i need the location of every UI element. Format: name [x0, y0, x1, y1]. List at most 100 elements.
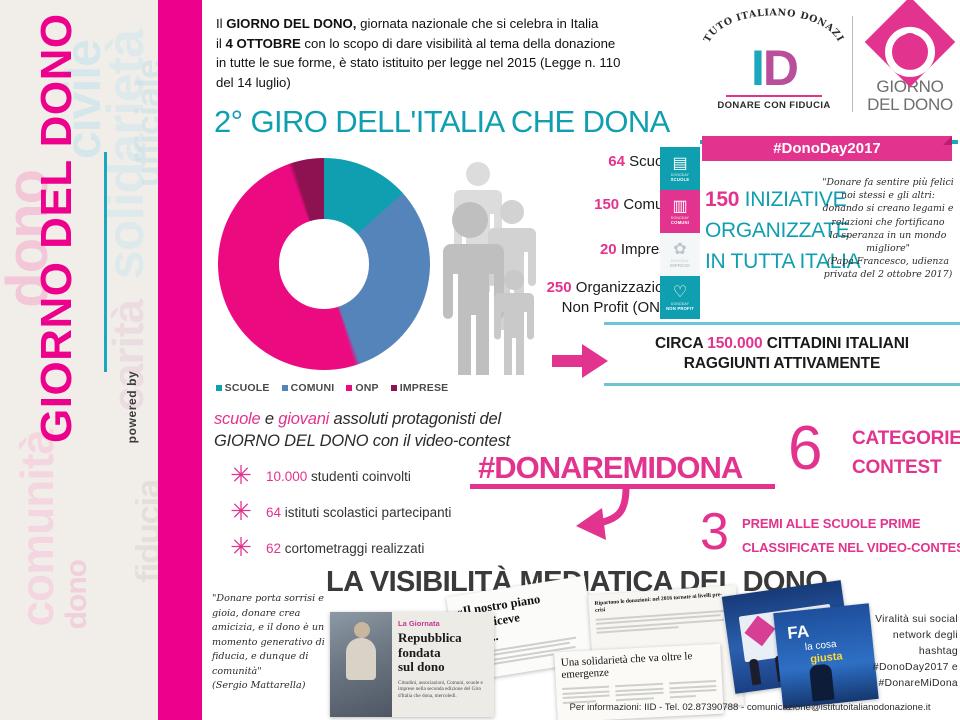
- contest-categorie-label: CATEGORIE: [852, 428, 960, 449]
- badge-comuni: ▥ DONODAY COMUNI: [660, 190, 700, 233]
- heart-icon: ♡: [672, 283, 688, 301]
- pink-accent-stripe: [158, 0, 202, 720]
- iid-letters: ID: [700, 42, 848, 94]
- lead-line2: GIORNO DEL DONO con il video-contest: [214, 432, 511, 450]
- clipping-body: La Giornata Repubblica fondata sul dono …: [392, 612, 494, 717]
- viralita-hashtag-1: #DonoDay2017 e: [872, 662, 958, 673]
- fa-title-1: FA: [786, 621, 811, 643]
- clipping-headline-1: Repubblica: [398, 630, 462, 645]
- footer-contact: Per informazioni: IID - Tel. 02.87390788…: [569, 702, 931, 713]
- circa-post: CITTADINI ITALIANI: [762, 335, 910, 352]
- badge-small-text: DONODAY: [670, 301, 690, 306]
- quote-attribution: (Sergio Mattarella): [212, 680, 306, 691]
- quote-line: amicizia, e il dono è un: [212, 622, 325, 633]
- badge-label: COMUNI: [670, 219, 690, 225]
- badge-stack: ▤ DONODAY SCUOLE ▥ DONODAY COMUNI ✿ DONO…: [660, 147, 700, 319]
- badge-imprese: ✿ DONODAY IMPRESE: [660, 233, 700, 276]
- hashtag-ribbon: #DonoDay2017: [702, 136, 952, 161]
- clipping-subtext: Cittadini, associazioni, Comuni, scuole …: [398, 679, 483, 699]
- legend-label-onp: ONP: [355, 382, 379, 394]
- premi-line2: CLASSIFICATE NEL VIDEO-CONTEST: [742, 540, 960, 555]
- intro-line2-c: con lo scopo di dare visibilità al tema …: [300, 35, 616, 51]
- circa-pre: CIRCA: [654, 335, 708, 352]
- stat-number: 20: [599, 241, 617, 258]
- legend-label-scuole: SCUOLE: [224, 382, 270, 394]
- arrow-right-icon: [552, 344, 608, 378]
- bullet-number: 10.000: [266, 468, 308, 484]
- quote-line: donando si creano legami e: [822, 203, 954, 215]
- legend-swatch-onp: [346, 385, 353, 391]
- intro-line1-a: Il: [216, 16, 227, 31]
- badge-small-text: DONODAY: [670, 258, 690, 263]
- lead-pink-2: giovani: [278, 410, 330, 428]
- bullet-text: 10.000 studenti coinvolti: [266, 469, 411, 484]
- list-item: ✳ 62 cortometraggi realizzati: [222, 530, 522, 566]
- stat-row-onp: 250 Organizzazioni Non Profit (ONP): [495, 278, 675, 318]
- left-texture-panel: dono civile carità solidarietà comunità …: [0, 0, 158, 720]
- asterisk-icon: ✳: [230, 532, 252, 562]
- legend-swatch-comuni: [281, 385, 288, 391]
- clipping-kicker: La Giornata: [398, 619, 440, 628]
- quote-attribution: privata del 2 ottobre 2017): [823, 269, 953, 281]
- list-item: ✳ 10.000 studenti coinvolti: [222, 458, 522, 494]
- iid-logo: ISTITUTO ITALIANO DONAZIONE ID DONARE CO…: [695, 0, 848, 116]
- gears-icon: ✿: [673, 240, 687, 258]
- iniziative-line3: IN TUTTA ITALIA: [705, 250, 861, 273]
- book-icon: ▤: [672, 154, 688, 172]
- fa-figure: [808, 663, 835, 702]
- iniziative-line1: 150 INIZIATIVE: [705, 184, 847, 215]
- quote-line: relazioni che fortificano: [831, 216, 945, 228]
- giorno-del-dono-logo: GIORNO DEL DONO: [864, 0, 956, 114]
- people-icon: [443, 162, 536, 375]
- intro-line3: in tutte le sue forme, è stato istituito…: [216, 55, 621, 70]
- viralita-block: Viralità sui social network degli hashta…: [846, 612, 958, 692]
- bullet-label: studenti coinvolti: [307, 468, 411, 484]
- hashtag-underline: [470, 484, 775, 489]
- quote-line: momento generativo di: [212, 636, 325, 648]
- arrow-curved-svg: [576, 487, 630, 540]
- intro-line1-c: giornata nazionale che si celebra in Ita…: [356, 16, 599, 31]
- asterisk-icon: ✳: [230, 460, 252, 490]
- iniziative-word: INIZIATIVE: [739, 188, 847, 211]
- iid-underline: [726, 95, 822, 97]
- stat-label-2: Non Profit (ONP): [561, 299, 675, 316]
- clipping-photo: [330, 612, 392, 717]
- quote-line: noi stessi e gli altri:: [841, 190, 935, 202]
- quote-line: "Donare porta sorrisi e: [212, 593, 324, 604]
- bank-icon: ▥: [672, 197, 688, 215]
- iid-letter-d: D: [762, 40, 799, 96]
- bullet-text: 64 istituti scolastici partecipanti: [266, 505, 451, 520]
- quote-attribution: (Papa Francesco, udienza: [827, 256, 949, 268]
- iniziative-line2: ORGANIZZATE: [705, 219, 850, 242]
- arrow-curved-icon: [568, 486, 688, 546]
- legend-label-imprese: IMPRESE: [399, 382, 449, 394]
- bullet-list: ✳ 10.000 studenti coinvolti ✳ 64 istitut…: [222, 458, 522, 566]
- legend-item-comuni: COMUNI: [281, 382, 335, 394]
- bullet-label: istituti scolastici partecipanti: [281, 504, 452, 520]
- intro-line1-bold: GIORNO DEL DONO,: [226, 16, 357, 31]
- list-item: ✳ 64 istituti scolastici partecipanti: [222, 494, 522, 530]
- intro-line2-bold: 4 OTTOBRE: [225, 35, 301, 51]
- circa-number: 150.000: [707, 335, 763, 352]
- lead-pink-1: scuole: [214, 410, 261, 428]
- logo-divider: [852, 16, 853, 112]
- badge-non-profit: ♡ DONODAY NON PROFIT: [660, 276, 700, 319]
- contest-number-three: 3: [700, 503, 729, 561]
- stat-row-imprese: 20 Imprese: [495, 240, 675, 260]
- texture-word: dono: [60, 560, 93, 630]
- quote-line: la speranza in un mondo: [829, 229, 947, 241]
- circa-rule-bottom: [604, 383, 960, 386]
- quote-line: fiducia, e dunque di: [212, 651, 309, 662]
- quote-line: migliore": [866, 243, 910, 255]
- quote-line: gioia, donare crea: [212, 607, 301, 619]
- legend-label-comuni: COMUNI: [290, 382, 335, 394]
- stat-number: 250: [546, 279, 572, 296]
- texture-word: ufficiale: [128, 60, 158, 188]
- clipping-headline: Una solidarietà che va oltre le emergenz…: [560, 650, 693, 682]
- stat-number: 64: [608, 153, 625, 170]
- clipping-headline-2: fondata: [398, 644, 441, 660]
- lead-mid: e: [260, 410, 279, 428]
- page-title: GIORNO DEL DONO 2017: [32, 0, 81, 443]
- diamond-icon: [864, 0, 956, 88]
- badge-label: NON PROFIT: [666, 305, 694, 311]
